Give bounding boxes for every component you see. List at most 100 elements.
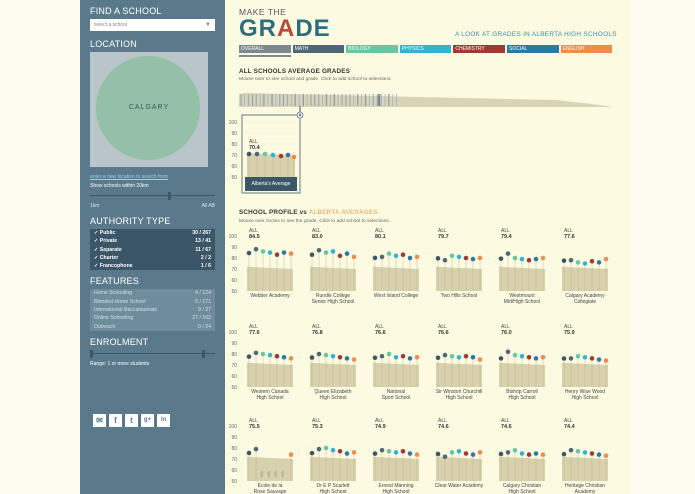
subject-dot xyxy=(575,449,581,454)
profile-title-a: SCHOOL PROFILE vs xyxy=(239,209,309,216)
overview-axis-tick: 100 xyxy=(229,120,238,126)
google-plus-icon[interactable]: g+ xyxy=(141,414,154,427)
subject-dot xyxy=(267,352,273,358)
subject-dot xyxy=(449,450,455,455)
school-overall-value: 76.6 xyxy=(375,330,386,336)
subject-dot xyxy=(414,254,420,260)
distance-slider[interactable] xyxy=(90,192,215,200)
authority-item-count: 1 / 6 xyxy=(200,263,211,270)
school-name: Bishop Carroll xyxy=(506,389,537,395)
subject-dot xyxy=(463,255,469,261)
subject-dot xyxy=(512,447,518,453)
subject-dot xyxy=(267,250,273,255)
authority-item[interactable]: ✓ Public 30 / 267 xyxy=(90,229,215,238)
school-overall-value: 75.3 xyxy=(312,424,323,430)
tab-english[interactable]: ENGLISH xyxy=(560,45,613,53)
new-location-link[interactable]: enter a new location to search from xyxy=(90,174,169,180)
authority-item[interactable]: ✓ Francophone 1 / 6 xyxy=(90,262,215,271)
slider-max-label: All AB xyxy=(201,203,215,209)
email-icon[interactable]: ✉ xyxy=(93,414,106,427)
subject-dot xyxy=(526,257,532,263)
feature-item[interactable]: Online Schooling 27 / 162 xyxy=(90,314,215,323)
school-overall-value: 76.6 xyxy=(438,330,449,336)
linkedin-icon[interactable]: in xyxy=(157,414,170,427)
subject-dot xyxy=(393,450,399,455)
feature-item[interactable]: Blended Home School 6 / 171 xyxy=(90,297,215,307)
subject-dot xyxy=(435,256,441,261)
tab-social[interactable]: SOCIAL xyxy=(506,45,559,53)
school-overall-value: 83.0 xyxy=(312,234,323,240)
tab-chemistry[interactable]: CHEMISTRY xyxy=(453,45,505,53)
profile-axis-tick: 100 xyxy=(229,234,238,240)
subject-dot xyxy=(414,452,420,457)
subject-dot xyxy=(449,353,455,359)
profile-title: SCHOOL PROFILE vs ALBERTA AVERAGES xyxy=(239,209,378,216)
authority-item[interactable]: ✓ Private 13 / 41 xyxy=(90,237,215,246)
feature-item[interactable]: Home Schooling 4 / 124 xyxy=(90,289,215,298)
slider-handle-min[interactable] xyxy=(90,349,93,358)
subject-dot xyxy=(337,449,343,454)
slider-handle-max[interactable] xyxy=(202,349,205,358)
overview-axis-tick: 50 xyxy=(231,175,237,181)
subject-dot xyxy=(372,451,378,456)
school-name: Calgary Christian xyxy=(503,483,542,489)
twitter-icon[interactable]: t xyxy=(125,414,138,427)
average-detail-box xyxy=(241,114,301,194)
subject-dot xyxy=(400,353,406,359)
slider-handle[interactable] xyxy=(168,192,171,200)
enrolment-slider[interactable] xyxy=(90,349,215,358)
tab-biology[interactable]: BIOLOGY xyxy=(346,45,398,53)
subject-dot xyxy=(568,447,574,453)
school-overall-value: 77.6 xyxy=(249,330,260,336)
authority-item[interactable]: ✓ Charter 2 / 2 xyxy=(90,253,215,263)
feature-item-count: 0 / 24 xyxy=(198,323,211,330)
subject-dot xyxy=(344,356,350,361)
feature-item[interactable]: Outreach 0 / 24 xyxy=(90,322,215,331)
subject-dot xyxy=(498,256,504,261)
school-name: Heritage Christian xyxy=(565,483,605,489)
subject-dot xyxy=(519,256,525,262)
subject-dot xyxy=(568,257,574,263)
feature-item-label: International Baccalaureate xyxy=(94,307,158,314)
school-all-label: ALL xyxy=(312,324,321,330)
tab-math[interactable]: MATH xyxy=(292,45,345,53)
subject-dot xyxy=(393,355,399,360)
feature-item-count: 27 / 162 xyxy=(192,315,211,322)
profile-axis-tick: 50 xyxy=(231,289,237,295)
facebook-icon[interactable]: f xyxy=(109,414,122,427)
subject-dot xyxy=(351,254,357,260)
school-select[interactable]: select a school ▼ xyxy=(90,19,215,31)
tab-physics[interactable]: PHYSICS xyxy=(399,45,452,53)
school-name-line2: High School xyxy=(509,489,536,494)
subject-dot xyxy=(540,255,546,261)
school-overall-value: 75.9 xyxy=(564,330,575,336)
tab-overall[interactable]: OVERALL xyxy=(239,45,291,53)
features-list: Home Schooling 4 / 124 Blended Home School… xyxy=(90,289,215,331)
location-map[interactable]: CALGARY xyxy=(90,52,208,167)
subject-dot xyxy=(603,358,609,363)
subject-dot xyxy=(260,351,266,357)
feature-item[interactable]: International Baccalaureate 9 / 27 xyxy=(90,306,215,315)
authority-item[interactable]: ✓ Separate 11 / 67 xyxy=(90,245,215,254)
subject-dot xyxy=(470,452,476,457)
